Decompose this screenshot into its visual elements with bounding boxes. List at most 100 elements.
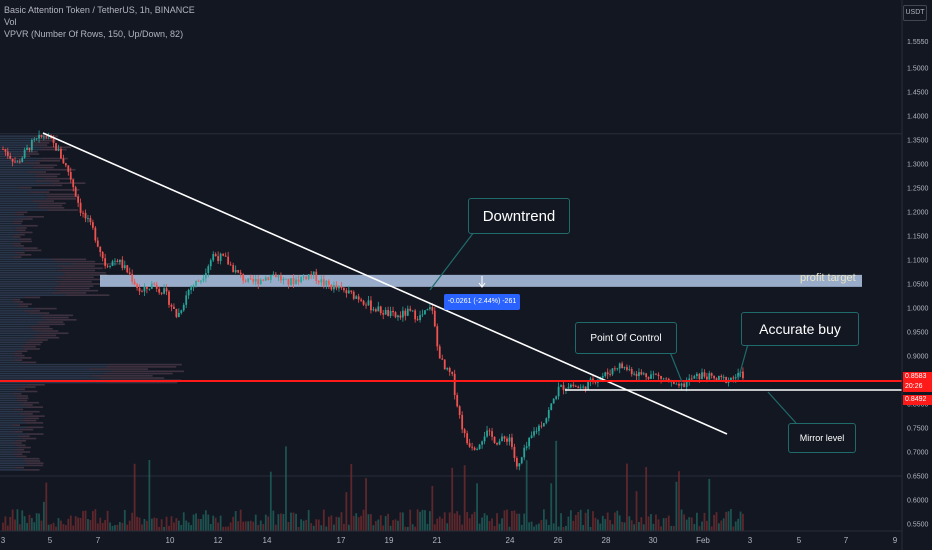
mirror-level-callout[interactable]: Mirror level — [788, 423, 856, 453]
point-of-control-callout[interactable]: Point Of Control — [575, 322, 677, 354]
volume-bar — [305, 519, 308, 531]
volume-bar — [50, 524, 53, 531]
volume-bar — [471, 514, 474, 531]
vpvr-row-down — [51, 258, 87, 261]
candle-body — [133, 281, 136, 285]
vpvr-row-down — [22, 390, 38, 393]
candle-body — [247, 278, 250, 282]
candle-body — [60, 148, 62, 159]
downtrend-line[interactable] — [42, 132, 728, 435]
volume-bar — [645, 467, 648, 531]
candle-body — [47, 135, 50, 138]
vpvr-row-up — [0, 406, 26, 408]
currency-label[interactable]: USDT — [903, 5, 927, 21]
vpvr-row-down — [98, 377, 165, 379]
volume-bar — [325, 526, 328, 531]
volume-bar — [406, 526, 409, 531]
candle-body — [350, 290, 353, 292]
candle-body — [606, 372, 609, 375]
vpvr-row-up — [0, 191, 30, 193]
vpvr-row-down — [56, 276, 94, 279]
candle-body — [317, 280, 320, 283]
volume-bar — [214, 517, 217, 531]
volume-bar — [72, 525, 75, 531]
volume-bar — [362, 509, 365, 531]
volume-bar — [160, 519, 163, 531]
candle-body — [185, 295, 188, 305]
volume-indicator-label[interactable]: Vol — [4, 17, 17, 27]
vpvr-row-down — [28, 339, 48, 341]
vpvr-row-up — [0, 148, 40, 151]
volume-bar — [343, 523, 345, 531]
vpvr-row-down — [17, 397, 29, 400]
vpvr-row-down — [41, 316, 69, 319]
candle-body — [652, 373, 655, 375]
vpvr-row-up — [0, 166, 33, 169]
vpvr-row-up — [0, 155, 19, 158]
vpvr-row-up — [0, 245, 15, 247]
volume-bar — [195, 513, 197, 531]
price-tick-label: 1.0000 — [907, 306, 929, 313]
vpvr-row-down — [37, 184, 63, 187]
candle-body — [647, 377, 650, 379]
volume-bar — [338, 517, 340, 531]
vpvr-row-up — [0, 289, 59, 292]
candle-body — [431, 307, 434, 311]
vpvr-row-up — [0, 395, 17, 397]
candle-body — [62, 158, 65, 164]
vpvr-row-down — [72, 263, 121, 265]
vpvr-row-down — [56, 269, 95, 272]
candle-body — [630, 369, 633, 375]
vpvr-row-down — [19, 303, 32, 305]
candle-body — [498, 441, 501, 445]
candle-body — [160, 292, 163, 294]
vpvr-row-down — [25, 341, 43, 344]
vpvr-row-up — [0, 392, 13, 395]
price-tick-label: 0.7000 — [907, 450, 929, 457]
volume-bar — [698, 526, 701, 531]
price-tag-upper: 0.8583 — [903, 372, 932, 382]
vpvr-row-up — [0, 144, 29, 146]
time-axis[interactable]: 3 5 7 10 12 14 17 19 21 24 26 28 30 Feb 3 5 7 9 — [1, 536, 898, 545]
time-tick-label: 30 — [649, 536, 658, 545]
price-tick-label: 1.1500 — [907, 234, 929, 241]
candle-body — [379, 306, 382, 314]
vpvr-row-down — [14, 233, 25, 236]
candle-body — [720, 375, 723, 378]
candle-body — [633, 373, 636, 375]
price-tick-label: 0.9500 — [907, 330, 929, 337]
vpvr-row-up — [0, 460, 25, 462]
accurate-buy-callout[interactable]: Accurate buy — [741, 312, 859, 346]
candle-body — [416, 319, 419, 321]
vpvr-row-up — [0, 397, 18, 400]
volume-bar — [667, 515, 670, 531]
candle-body — [347, 290, 350, 294]
vpvr-row-up — [0, 417, 24, 420]
downtrend-callout[interactable]: Downtrend — [468, 198, 570, 234]
volume-bar — [468, 518, 471, 531]
candle-body — [433, 310, 436, 327]
candle-body — [195, 280, 197, 286]
vpvr-indicator-label[interactable]: VPVR (Number Of Rows, 150, Up/Down, 82) — [4, 29, 184, 39]
candle-body — [372, 309, 375, 311]
symbol-title[interactable]: Basic Attention Token / TetherUS, 1h, BI… — [4, 5, 195, 15]
vpvr-row-up — [0, 249, 25, 252]
vpvr-row-down — [36, 159, 61, 162]
vpvr-row-up — [0, 422, 26, 424]
volume-bar — [84, 510, 87, 531]
measure-label[interactable]: -0.0261 (-2.44%) -261 — [444, 294, 520, 310]
candle-body — [397, 315, 399, 318]
vpvr-row-down — [12, 392, 22, 395]
vpvr-row-up — [0, 345, 22, 348]
volume-bar — [150, 518, 153, 531]
volume-bar — [23, 516, 26, 531]
profit-target-label[interactable]: profit target — [800, 272, 856, 284]
volume-bar — [180, 524, 183, 531]
vpvr-row-down — [64, 274, 108, 276]
candle-body — [190, 287, 193, 290]
volume-bar — [550, 483, 553, 531]
vpvr-row-down — [22, 247, 38, 249]
candle-body — [662, 378, 665, 380]
candle-body — [153, 283, 156, 285]
